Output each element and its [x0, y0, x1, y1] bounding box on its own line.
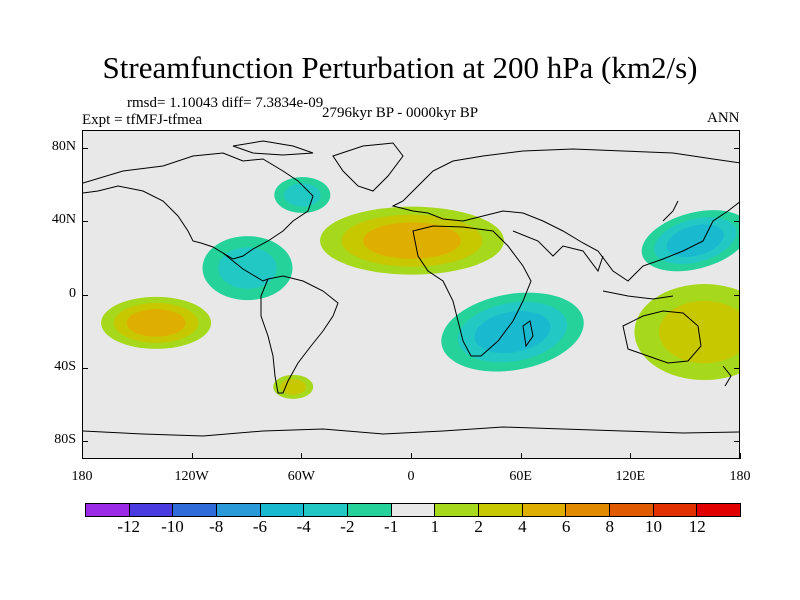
colorbar-swatch [522, 504, 567, 516]
coastline-south-asia [512, 230, 604, 273]
anomaly-contour [284, 183, 321, 207]
colorbar-tick-label: 6 [561, 517, 571, 536]
coastline-central-america [222, 252, 269, 282]
lon-tick-mark [520, 453, 522, 459]
lon-tick-mark [630, 453, 632, 459]
lon-tick-label: 0 [407, 469, 415, 484]
colorbar-swatch [217, 504, 261, 516]
lat-tick-label: 40N [51, 212, 76, 228]
period-label: 2796kyr BP - 0000kyr BP [322, 105, 479, 121]
coastline-africa [412, 225, 532, 357]
colorbar-tick-label: -2 [340, 517, 355, 536]
lon-tick-label: 180 [71, 469, 93, 484]
lat-tick-label: 0 [69, 285, 76, 301]
lon-tick-mark [82, 453, 83, 459]
coastline-indonesia [602, 290, 674, 300]
colorbar-swatch [86, 504, 130, 516]
lat-tick-mark [734, 221, 740, 223]
colorbar-tick-label: -10 [161, 517, 184, 536]
lon-tick-mark [411, 453, 412, 459]
coastline-antarctica [83, 426, 739, 437]
anomaly-contour [362, 222, 462, 259]
colorbar-swatch [653, 504, 698, 516]
colorbar-tick-label: -12 [117, 517, 141, 536]
stats-label: rmsd= 1.10043 diff= 7.3834e-09 [127, 95, 324, 111]
colorbar-swatch [697, 504, 741, 516]
colorbar-swatch [610, 504, 654, 516]
colorbar-tick-label: -1 [384, 517, 399, 536]
lon-tick-label: 60E [509, 469, 532, 484]
lat-tick-mark [82, 294, 88, 296]
coastline-greenland [332, 142, 404, 192]
coastline-australia [622, 310, 702, 364]
colorbar-swatch [260, 504, 305, 516]
lat-tick-mark [82, 440, 88, 442]
map-canvas [83, 140, 739, 437]
experiment-label: Expt = tfMFJ-tfmea [82, 112, 203, 128]
colorbar [85, 503, 741, 517]
coastline-new-zealand [722, 365, 732, 387]
colorbar-swatch [391, 504, 436, 516]
lat-tick-label: 40S [54, 358, 76, 374]
coastline-south-america [260, 275, 339, 394]
anomaly-contour [126, 309, 186, 337]
lon-tick-mark [301, 453, 303, 459]
plot-title: Streamfunction Perturbation at 200 hPa (… [102, 50, 698, 85]
colorbar-tick-label: 8 [605, 517, 615, 536]
anomaly-contour [474, 311, 551, 354]
lon-tick-label: 120W [174, 469, 209, 484]
anomaly-contour [666, 224, 724, 257]
colorbar-tick-label: -6 [252, 517, 268, 536]
lat-tick-mark [82, 367, 88, 369]
lat-tick-mark [82, 148, 88, 150]
colorbar-tick-label: 2 [474, 517, 483, 536]
anomaly-contour [218, 247, 277, 289]
colorbar-swatch [348, 504, 392, 516]
colorbar-tick-label: 4 [518, 517, 527, 536]
coastline-north-america [83, 152, 314, 260]
anomaly-contour [280, 379, 307, 395]
coastline-eurasia [391, 148, 739, 282]
colorbar-tick-label: 1 [430, 517, 440, 536]
map-panel [82, 130, 740, 459]
coastline-japan [662, 200, 679, 222]
colorbar-tick-label: -4 [296, 517, 311, 536]
coastline-madagascar [522, 320, 534, 348]
colorbar-swatch [566, 504, 611, 516]
lon-tick-mark [191, 453, 193, 459]
colorbar-swatch [129, 504, 174, 516]
lat-tick-mark [734, 148, 740, 150]
lat-tick-mark [82, 221, 88, 223]
colorbar-tick-label: 12 [688, 517, 706, 536]
colorbar-swatch [304, 504, 349, 516]
lon-tick-label: 60W [287, 469, 315, 484]
colorbar-swatch [435, 504, 480, 516]
lat-tick-mark [734, 440, 740, 442]
lat-tick-mark [734, 294, 740, 296]
lat-tick-label: 80S [54, 431, 76, 447]
lon-tick-mark [740, 453, 741, 459]
coastline-arctic-islands [232, 140, 314, 156]
colorbar-swatch [479, 504, 523, 516]
colorbar-tick-label: -8 [209, 517, 224, 536]
colorbar-swatch [173, 504, 218, 516]
lat-tick-mark [734, 367, 740, 369]
lon-tick-label: 180 [729, 469, 751, 484]
season-label: ANN [707, 110, 740, 126]
lon-tick-label: 120E [615, 469, 646, 484]
lat-tick-label: 80N [51, 139, 76, 155]
colorbar-tick-label: 10 [645, 517, 663, 536]
